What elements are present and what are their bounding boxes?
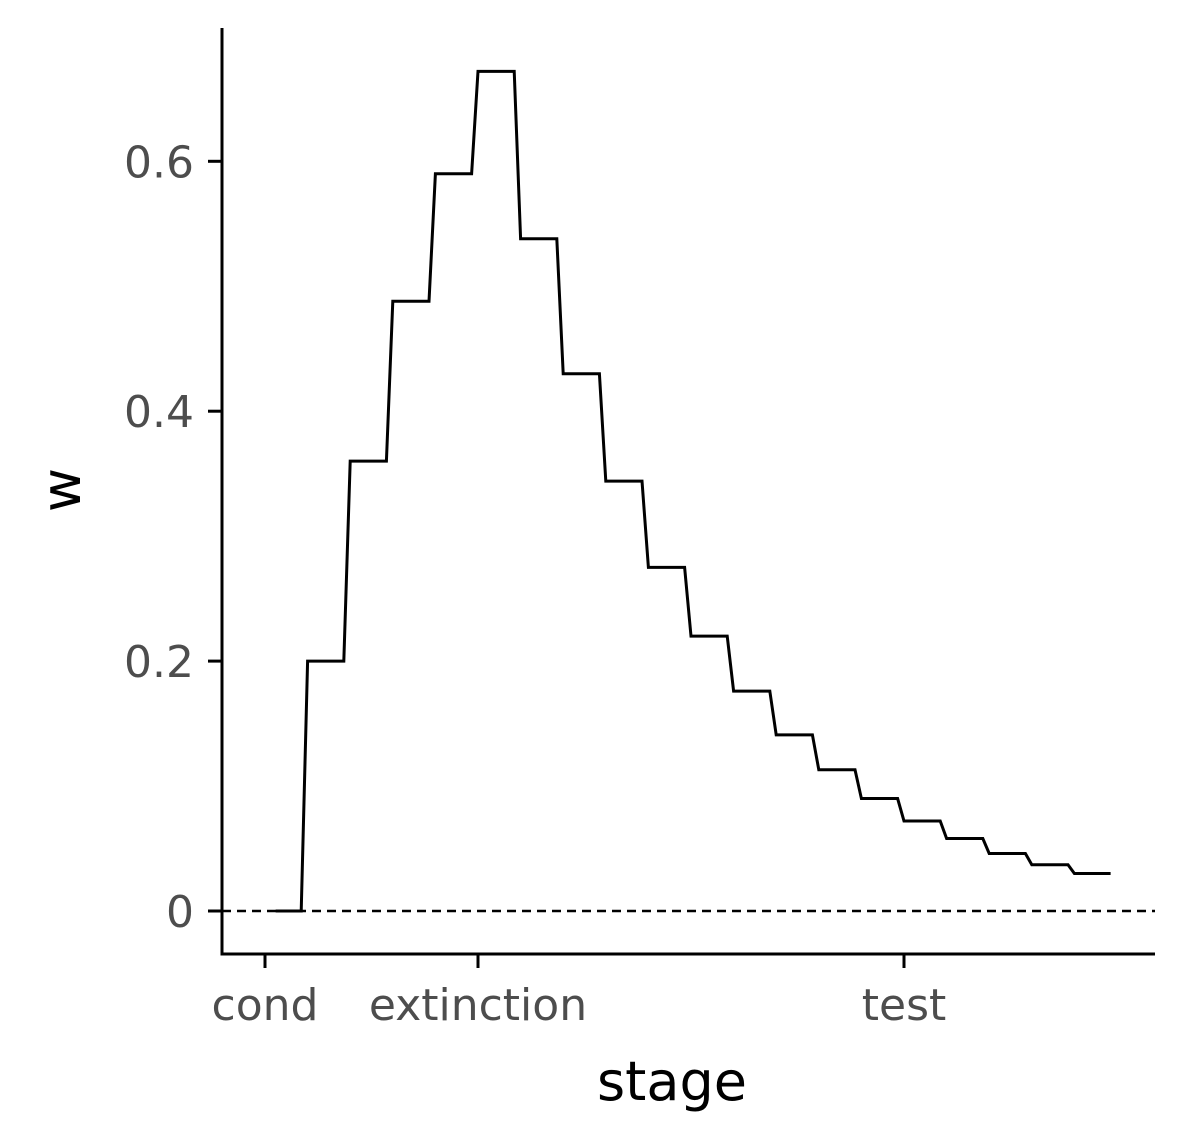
y-tick-label: 0.4: [124, 387, 194, 438]
y-tick-label: 0: [166, 887, 194, 938]
y-tick-label: 0.6: [124, 137, 194, 188]
data-layer: [222, 69, 1155, 913]
x-axis-title: stage: [597, 1050, 747, 1113]
y-axis-title: w: [30, 468, 93, 512]
y-ticks: 0 0.2 0.4 0.6: [124, 137, 222, 938]
x-tick-label: extinction: [369, 980, 587, 1031]
x-ticks: cond extinction test: [212, 954, 947, 1031]
series-line: [275, 69, 1111, 913]
y-tick-label: 0.2: [124, 637, 194, 688]
x-tick-label: test: [862, 980, 947, 1031]
x-tick-label: cond: [212, 980, 319, 1031]
